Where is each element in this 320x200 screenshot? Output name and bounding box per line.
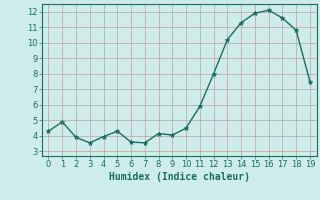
X-axis label: Humidex (Indice chaleur): Humidex (Indice chaleur) xyxy=(109,172,250,182)
